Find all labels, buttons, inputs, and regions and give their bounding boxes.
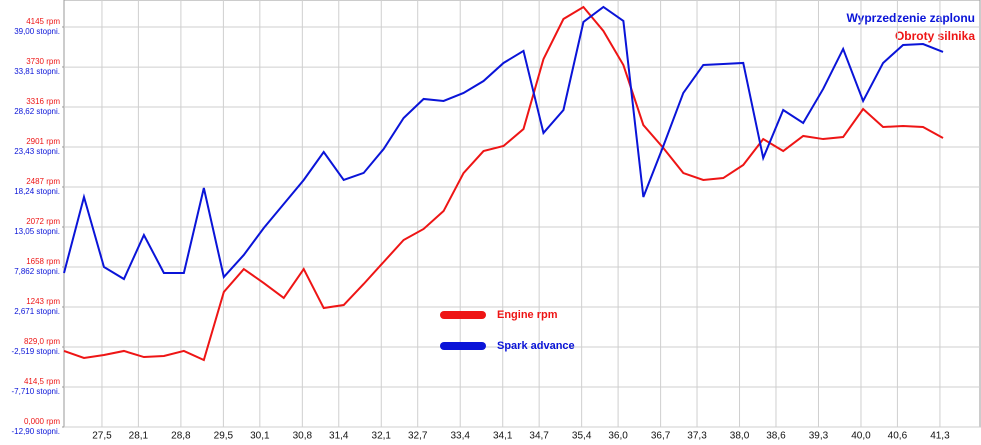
- x-tick-label: 29,5: [214, 431, 234, 442]
- y-tick-label: 2487 rpm: [26, 177, 60, 186]
- y-tick-label: 414,5 rpm: [24, 377, 60, 386]
- x-tick-label: 28,8: [171, 431, 191, 442]
- x-tick-label: 40,6: [888, 431, 908, 442]
- legend-label: Engine rpm: [497, 309, 558, 321]
- x-tick-label: 41,3: [930, 431, 950, 442]
- y-tick-label: 829,0 rpm: [24, 337, 60, 346]
- x-tick-label: 40,0: [851, 431, 871, 442]
- x-tick-label: 33,4: [450, 431, 470, 442]
- x-tick-label: 34,1: [493, 431, 513, 442]
- x-tick-label: 37,3: [687, 431, 707, 442]
- y2-tick-label: 39,00 stopni.: [14, 27, 60, 36]
- y-tick-label: 3316 rpm: [26, 97, 60, 106]
- x-tick-label: 36,7: [651, 431, 671, 442]
- y-tick-label: 1243 rpm: [26, 297, 60, 306]
- series-line: [63, 5, 944, 281]
- y-axis-title: Obroty silnika: [895, 29, 975, 43]
- y2-tick-label: 33,81 stopni.: [14, 67, 60, 76]
- x-tick-label: 32,7: [408, 431, 428, 442]
- y-tick-label: 1658 rpm: [26, 257, 60, 266]
- y2-tick-label: 28,62 stopni.: [14, 107, 60, 116]
- x-tick-label: 38,0: [730, 431, 750, 442]
- y2-axis-title: Wyprzedzenie zaplonu: [847, 11, 975, 25]
- y2-tick-label: -12,90 stopni.: [12, 427, 60, 436]
- y2-tick-label: -7,710 stopni.: [12, 387, 60, 396]
- y2-tick-label: 23,43 stopni.: [14, 147, 60, 156]
- y2-tick-label: 18,24 stopni.: [14, 187, 60, 196]
- x-tick-label: 27,5: [92, 431, 112, 442]
- y-tick-label: 2072 rpm: [26, 217, 60, 226]
- y2-tick-label: 2,671 stopni.: [14, 307, 60, 316]
- y-tick-label: 3730 rpm: [26, 57, 60, 66]
- y2-tick-label: -2,519 stopni.: [12, 347, 60, 356]
- legend-label: Spark advance: [497, 340, 575, 352]
- x-tick-label: 38,6: [766, 431, 786, 442]
- x-tick-label: 34,7: [529, 431, 549, 442]
- x-tick-label: 32,1: [372, 431, 392, 442]
- x-tick-label: 39,3: [809, 431, 829, 442]
- y-tick-label: 4145 rpm: [26, 17, 60, 26]
- x-tick-label: 36,0: [608, 431, 628, 442]
- y-tick-label: 2901 rpm: [26, 137, 60, 146]
- y-tick-label: 0,000 rpm: [24, 417, 60, 426]
- y2-tick-label: 7,862 stopni.: [14, 267, 60, 276]
- x-tick-label: 35,4: [572, 431, 592, 442]
- plot-area: [63, 0, 981, 428]
- y2-tick-label: 13,05 stopni.: [14, 227, 60, 236]
- x-tick-label: 30,8: [293, 431, 313, 442]
- x-tick-label: 28,1: [129, 431, 149, 442]
- x-tick-label: 31,4: [329, 431, 349, 442]
- series-line: [63, 5, 944, 362]
- x-tick-label: 30,1: [250, 431, 270, 442]
